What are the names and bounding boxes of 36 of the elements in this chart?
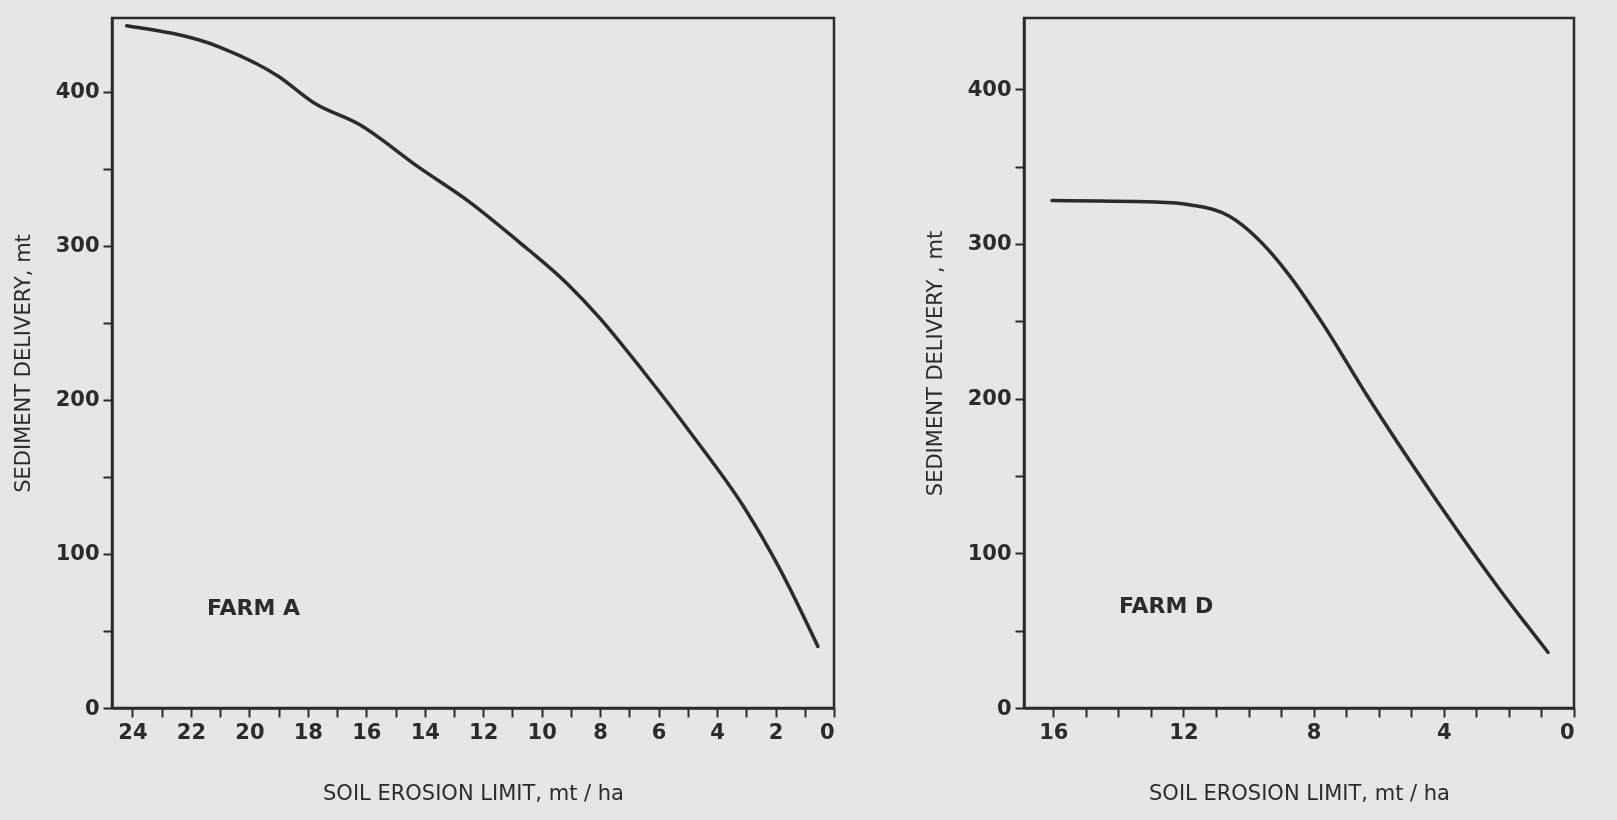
x-tick-label: 0 <box>819 719 835 744</box>
y-tick-label: 100 <box>967 540 1012 565</box>
x-tick-label: 12 <box>469 719 499 744</box>
x-tick-label: 20 <box>235 719 265 744</box>
y-tick-label: 0 <box>84 695 100 720</box>
y-tick-label: 400 <box>967 76 1012 101</box>
y-tick-label: 300 <box>55 233 100 258</box>
x-tick-label: 12 <box>1169 719 1199 744</box>
x-tick-label: 24 <box>118 719 148 744</box>
y-axis-title: SEDIMENT DELIVERY, mt <box>10 234 35 493</box>
x-tick-label: 16 <box>1039 719 1069 744</box>
y-tick-label: 0 <box>996 695 1012 720</box>
x-tick-label: 10 <box>527 719 557 744</box>
y-tick-label: 200 <box>967 386 1012 411</box>
x-tick-label: 8 <box>593 719 608 744</box>
x-axis-title: SOIL EROSION LIMIT, mt / ha <box>323 780 624 805</box>
line-series <box>1050 198 1550 655</box>
x-tick-label: 4 <box>1437 719 1452 744</box>
x-tick-label: 8 <box>1306 719 1322 744</box>
x-tick-label: 22 <box>176 719 207 744</box>
y-tick-label: 100 <box>55 541 100 566</box>
x-tick-label: 4 <box>710 719 725 744</box>
x-tick-label: 14 <box>410 719 440 744</box>
x-tick-label: 0 <box>1559 719 1575 744</box>
annotation: FARM D <box>1119 593 1214 618</box>
annotation: FARM A <box>207 595 301 620</box>
x-tick-label: 6 <box>651 719 667 744</box>
y-axis-title: SEDIMENT DELIVERY , mt <box>922 230 947 497</box>
x-axis-title: SOIL EROSION LIMIT, mt / ha <box>1149 780 1450 805</box>
x-tick-label: 16 <box>352 719 382 744</box>
y-tick-label: 300 <box>967 231 1012 256</box>
y-tick-label: 400 <box>55 79 100 104</box>
y-tick-label: 200 <box>55 387 100 412</box>
x-tick-label: 18 <box>293 719 323 744</box>
x-tick-label: 2 <box>768 719 784 744</box>
line-series <box>124 23 820 649</box>
